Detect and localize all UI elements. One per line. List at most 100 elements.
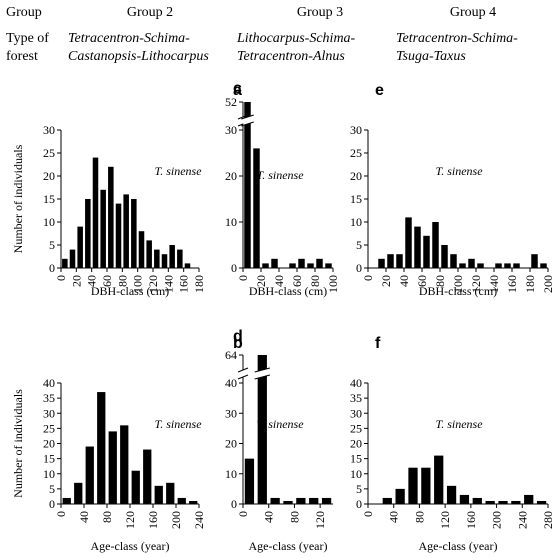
bar [108, 431, 117, 504]
y-tick-label: 30 [350, 406, 362, 420]
y-tick-label: 40 [225, 376, 237, 390]
bar [161, 254, 168, 268]
y-tick-label: 5 [49, 482, 55, 496]
bar [414, 226, 421, 268]
x-tick-label: 40 [272, 275, 286, 287]
bar [289, 263, 296, 268]
forest-label: forest [6, 49, 38, 64]
y-tick-label: 5 [356, 482, 362, 496]
y-tick-label: 0 [231, 261, 237, 275]
y-tick-label: 30 [225, 123, 237, 137]
bar [270, 497, 280, 504]
bar [316, 258, 323, 268]
bar [92, 157, 99, 268]
bar [485, 500, 495, 504]
bar [154, 485, 163, 504]
bar [253, 148, 260, 268]
x-tick-label: 120 [146, 275, 160, 293]
annotation: T. sinense [435, 417, 483, 431]
x-tick-label: 120 [123, 511, 137, 529]
y-tick-label: 30 [350, 123, 362, 137]
x-tick-label: 100 [451, 275, 465, 293]
bar [540, 263, 547, 268]
y-tick-label: 52 [225, 95, 237, 109]
panel-label: d [233, 328, 243, 345]
x-tick-label: 80 [115, 275, 129, 287]
y-tick-label: 30 [43, 123, 55, 137]
x-tick-label: 160 [146, 511, 160, 529]
x-tick-label: 20 [379, 275, 393, 287]
annotation: T. sinense [154, 417, 202, 431]
bar [177, 249, 183, 268]
bar [434, 455, 444, 504]
y-tick-label: 0 [231, 497, 237, 511]
x-axis-label: Age-class (year) [249, 539, 328, 553]
y-tick-label: 20 [225, 437, 237, 451]
y-axis-label: Number of individuals [11, 389, 25, 498]
x-tick-label: 80 [308, 275, 322, 287]
bar [405, 217, 412, 268]
group-name: Group 4 [450, 5, 496, 20]
y-tick-label: 5 [49, 238, 55, 252]
bar [421, 467, 431, 504]
y-tick-label: 30 [225, 406, 237, 420]
y-tick-label: 20 [225, 169, 237, 183]
forest-type: Tsuga-Taxus [396, 49, 466, 64]
bar [395, 488, 405, 504]
x-tick-label: 40 [85, 275, 99, 287]
x-tick-label: 120 [313, 511, 327, 529]
y-tick-label: 64 [225, 348, 237, 362]
forest-label: Type of [6, 31, 49, 46]
bar [441, 245, 448, 268]
bar [468, 258, 475, 268]
forest-type: Tetracentron-Schima- [396, 31, 518, 46]
x-tick-label: 80 [287, 511, 301, 523]
bar [74, 482, 83, 504]
y-tick-label: 10 [350, 215, 362, 229]
y-tick-label: 40 [43, 376, 55, 390]
axis-break [237, 367, 249, 373]
x-axis-label: Age-class (year) [419, 539, 498, 553]
bar [309, 497, 319, 504]
x-tick-label: 60 [415, 275, 429, 287]
y-tick-label: 15 [43, 192, 55, 206]
bar [262, 263, 269, 268]
x-tick-label: 180 [523, 275, 537, 293]
bar [296, 497, 306, 504]
x-tick-label: 60 [290, 275, 304, 287]
bar [115, 203, 122, 268]
bar [85, 199, 91, 268]
panel-label: e [375, 82, 384, 99]
bar [495, 263, 502, 268]
x-tick-label: 280 [541, 511, 552, 529]
annotation: T. sinense [154, 164, 202, 178]
x-tick-label: 160 [177, 275, 191, 293]
bar [257, 355, 267, 504]
bar [432, 222, 439, 268]
bar [85, 446, 94, 504]
x-tick-label: 140 [487, 275, 501, 293]
x-tick-label: 40 [387, 511, 401, 523]
x-tick-label: 0 [54, 511, 68, 517]
axis-break [237, 374, 249, 380]
bar [513, 263, 520, 268]
bar [77, 226, 83, 268]
bar-break [256, 368, 268, 379]
group-name: Group 2 [127, 5, 173, 20]
bar [271, 258, 278, 268]
bar [100, 189, 106, 268]
bar [511, 500, 521, 504]
panel-label: a [233, 82, 242, 99]
annotation: T. sinense [435, 164, 483, 178]
bar [120, 425, 129, 504]
x-tick-label: 20 [254, 275, 268, 287]
bar-break [241, 121, 254, 127]
bar [396, 254, 403, 268]
y-tick-label: 35 [43, 391, 55, 405]
forest-type: Castanopsis-Lithocarpus [68, 49, 209, 64]
bar-break [254, 374, 271, 380]
bar [146, 240, 152, 268]
y-tick-label: 20 [350, 437, 362, 451]
bar [189, 500, 198, 504]
